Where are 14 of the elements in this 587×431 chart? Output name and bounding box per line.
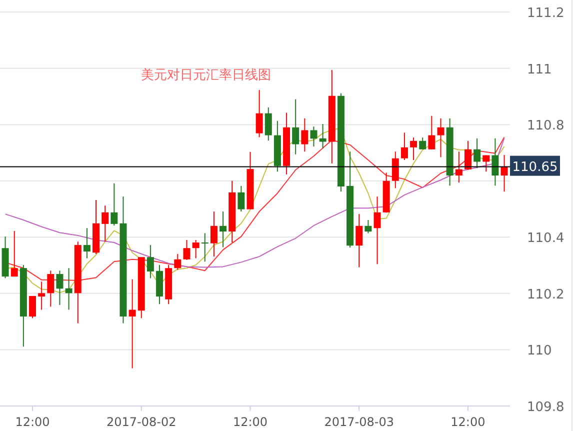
x-tick-label: 2017-08-02	[106, 415, 176, 429]
y-tick-label: 110.4	[527, 231, 564, 246]
x-tick-label: 12:00	[15, 415, 50, 429]
y-tick-label: 110.8	[527, 118, 564, 134]
y-tick-label: 109.8	[527, 400, 564, 415]
y-tick-label: 110.2	[527, 287, 564, 302]
y-tick-label: 111.2	[527, 6, 564, 21]
y-tick-label: 110	[527, 344, 552, 359]
x-tick-label: 12:00	[450, 415, 486, 429]
y-tick-label: 111	[527, 62, 552, 78]
x-tick-label: 12:00	[232, 415, 268, 429]
ref-line-label: 110.65	[512, 160, 558, 175]
text: 美元对日元汇率日线图	[141, 67, 271, 83]
x-tick-label: 2017-08-03	[324, 415, 394, 429]
